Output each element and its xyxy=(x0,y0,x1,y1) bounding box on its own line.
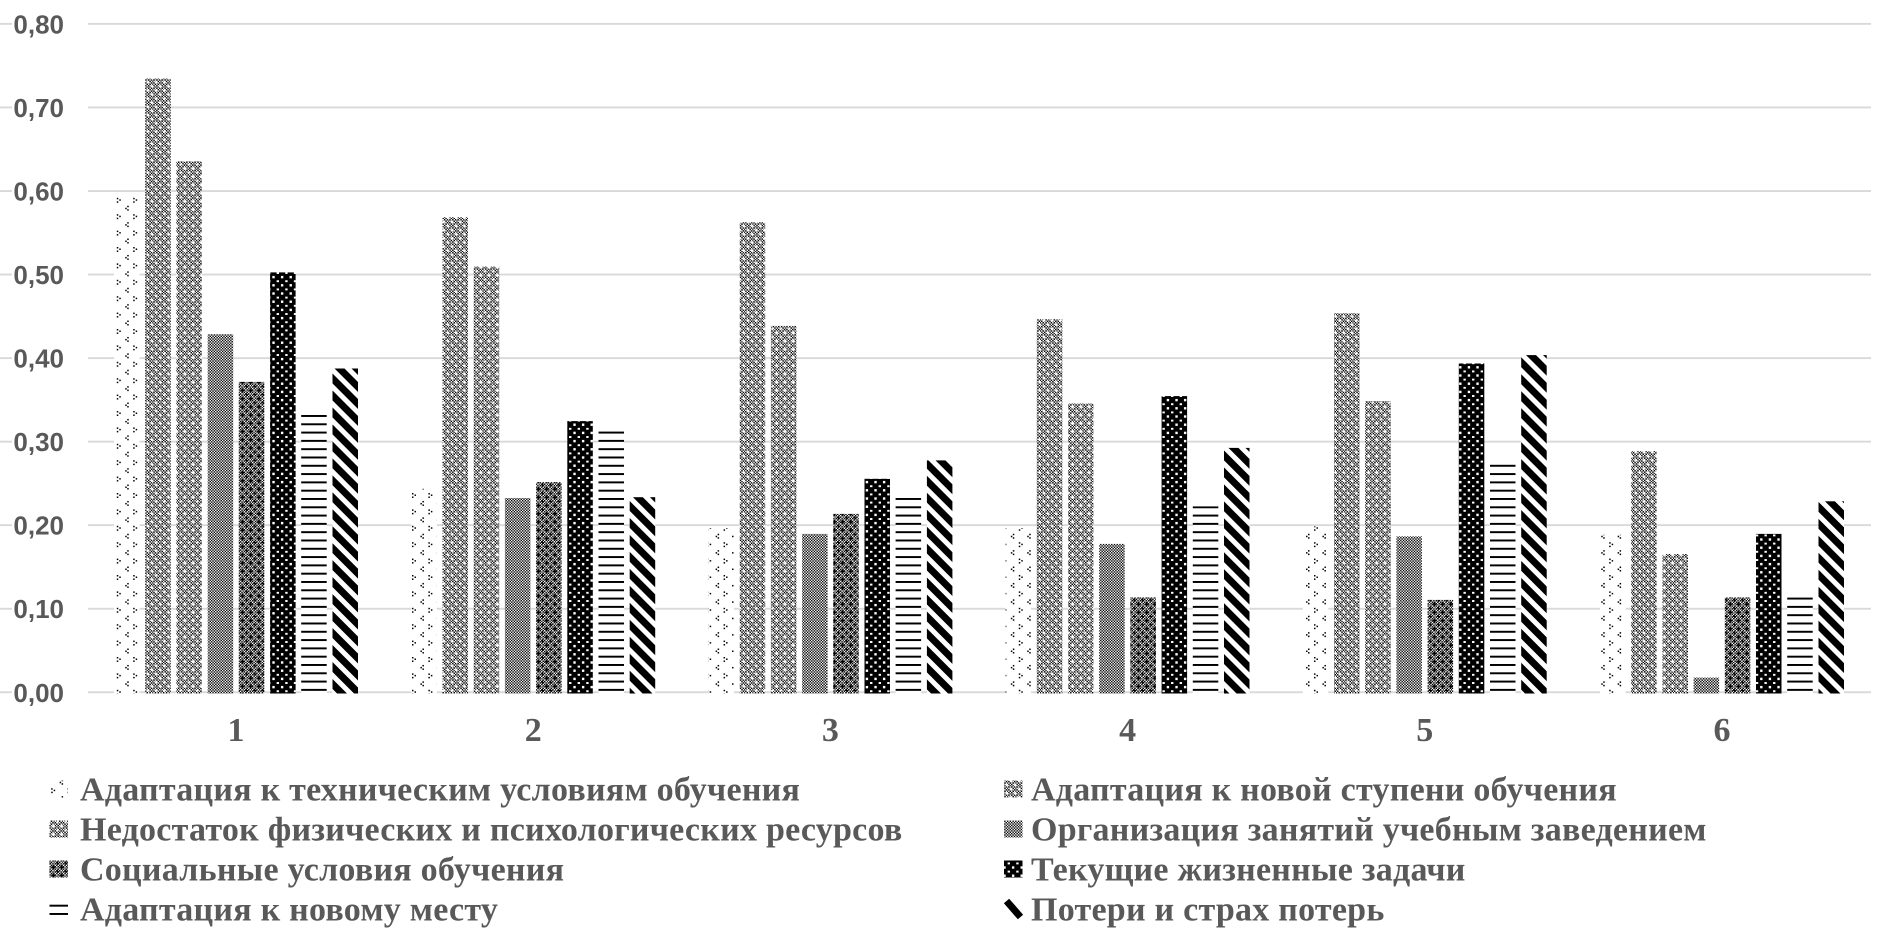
svg-text:3: 3 xyxy=(822,712,839,749)
svg-text:0,60: 0,60 xyxy=(13,177,64,207)
svg-text:Адаптация к техническим услови: Адаптация к техническим условиям обучени… xyxy=(80,772,800,809)
svg-text:0,70: 0,70 xyxy=(13,93,64,123)
svg-text:2: 2 xyxy=(525,712,542,749)
svg-text:Недостаток физических и психол: Недостаток физических и психологических … xyxy=(80,812,903,849)
svg-text:Адаптация к новой ступени обуч: Адаптация к новой ступени обучения xyxy=(1031,772,1617,809)
svg-text:0,10: 0,10 xyxy=(13,594,64,624)
svg-text:Социальные условия обучения: Социальные условия обучения xyxy=(80,852,564,889)
svg-text:0,80: 0,80 xyxy=(13,9,64,39)
svg-text:0,20: 0,20 xyxy=(13,511,64,541)
svg-text:0,00: 0,00 xyxy=(13,678,64,708)
svg-text:Потери и страх потерь: Потери и страх потерь xyxy=(1031,892,1385,929)
svg-text:5: 5 xyxy=(1416,712,1433,749)
svg-text:1: 1 xyxy=(228,712,245,749)
svg-text:Адаптация к новому месту: Адаптация к новому месту xyxy=(80,892,498,929)
svg-text:0,40: 0,40 xyxy=(13,344,64,374)
svg-text:4: 4 xyxy=(1119,712,1136,749)
svg-text:0,50: 0,50 xyxy=(13,260,64,290)
svg-text:0,30: 0,30 xyxy=(13,427,64,457)
svg-text:6: 6 xyxy=(1714,712,1731,749)
svg-text:Текущие жизненные задачи: Текущие жизненные задачи xyxy=(1031,852,1466,889)
svg-text:Организация занятий учебным за: Организация занятий учебным заведением xyxy=(1031,812,1707,849)
